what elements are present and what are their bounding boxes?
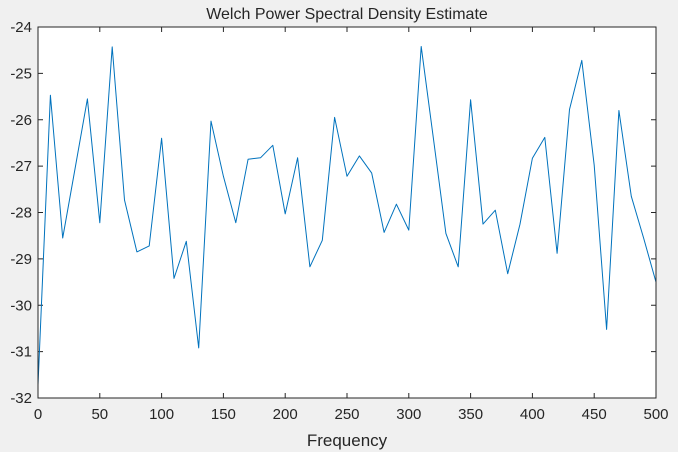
x-tick-label: 300 <box>396 406 421 423</box>
y-tick-label: -27 <box>10 158 32 175</box>
x-axis: 0 50 100 150 200 250 300 350 400 450 500 <box>34 27 669 423</box>
x-tick-label: 400 <box>520 406 545 423</box>
y-tick-label: -32 <box>10 390 32 407</box>
x-axis-label: Frequency <box>307 431 388 450</box>
x-tick-label: 200 <box>273 406 298 423</box>
x-tick-label: 150 <box>211 406 236 423</box>
y-tick-label: -28 <box>10 205 32 222</box>
x-tick-label: 500 <box>643 406 668 423</box>
psd-series-line <box>37 46 657 386</box>
x-tick-label: 50 <box>91 406 108 423</box>
y-tick-label: -25 <box>10 65 32 82</box>
y-tick-label: -24 <box>10 19 32 36</box>
y-axis: -24 -25 -26 -27 -28 -29 -30 -31 -32 <box>10 19 656 407</box>
x-tick-label: 450 <box>582 406 607 423</box>
x-tick-label: 250 <box>334 406 359 423</box>
plot-area <box>38 27 656 398</box>
y-tick-label: -31 <box>10 344 32 361</box>
x-tick-label: 100 <box>149 406 174 423</box>
y-tick-label: -29 <box>10 251 32 268</box>
x-tick-label: 350 <box>458 406 483 423</box>
y-tick-label: -30 <box>10 297 32 314</box>
plot-box <box>37 26 657 399</box>
x-tick-label: 0 <box>34 406 42 423</box>
chart-title: Welch Power Spectral Density Estimate <box>206 6 488 23</box>
y-tick-label: -26 <box>10 112 32 129</box>
